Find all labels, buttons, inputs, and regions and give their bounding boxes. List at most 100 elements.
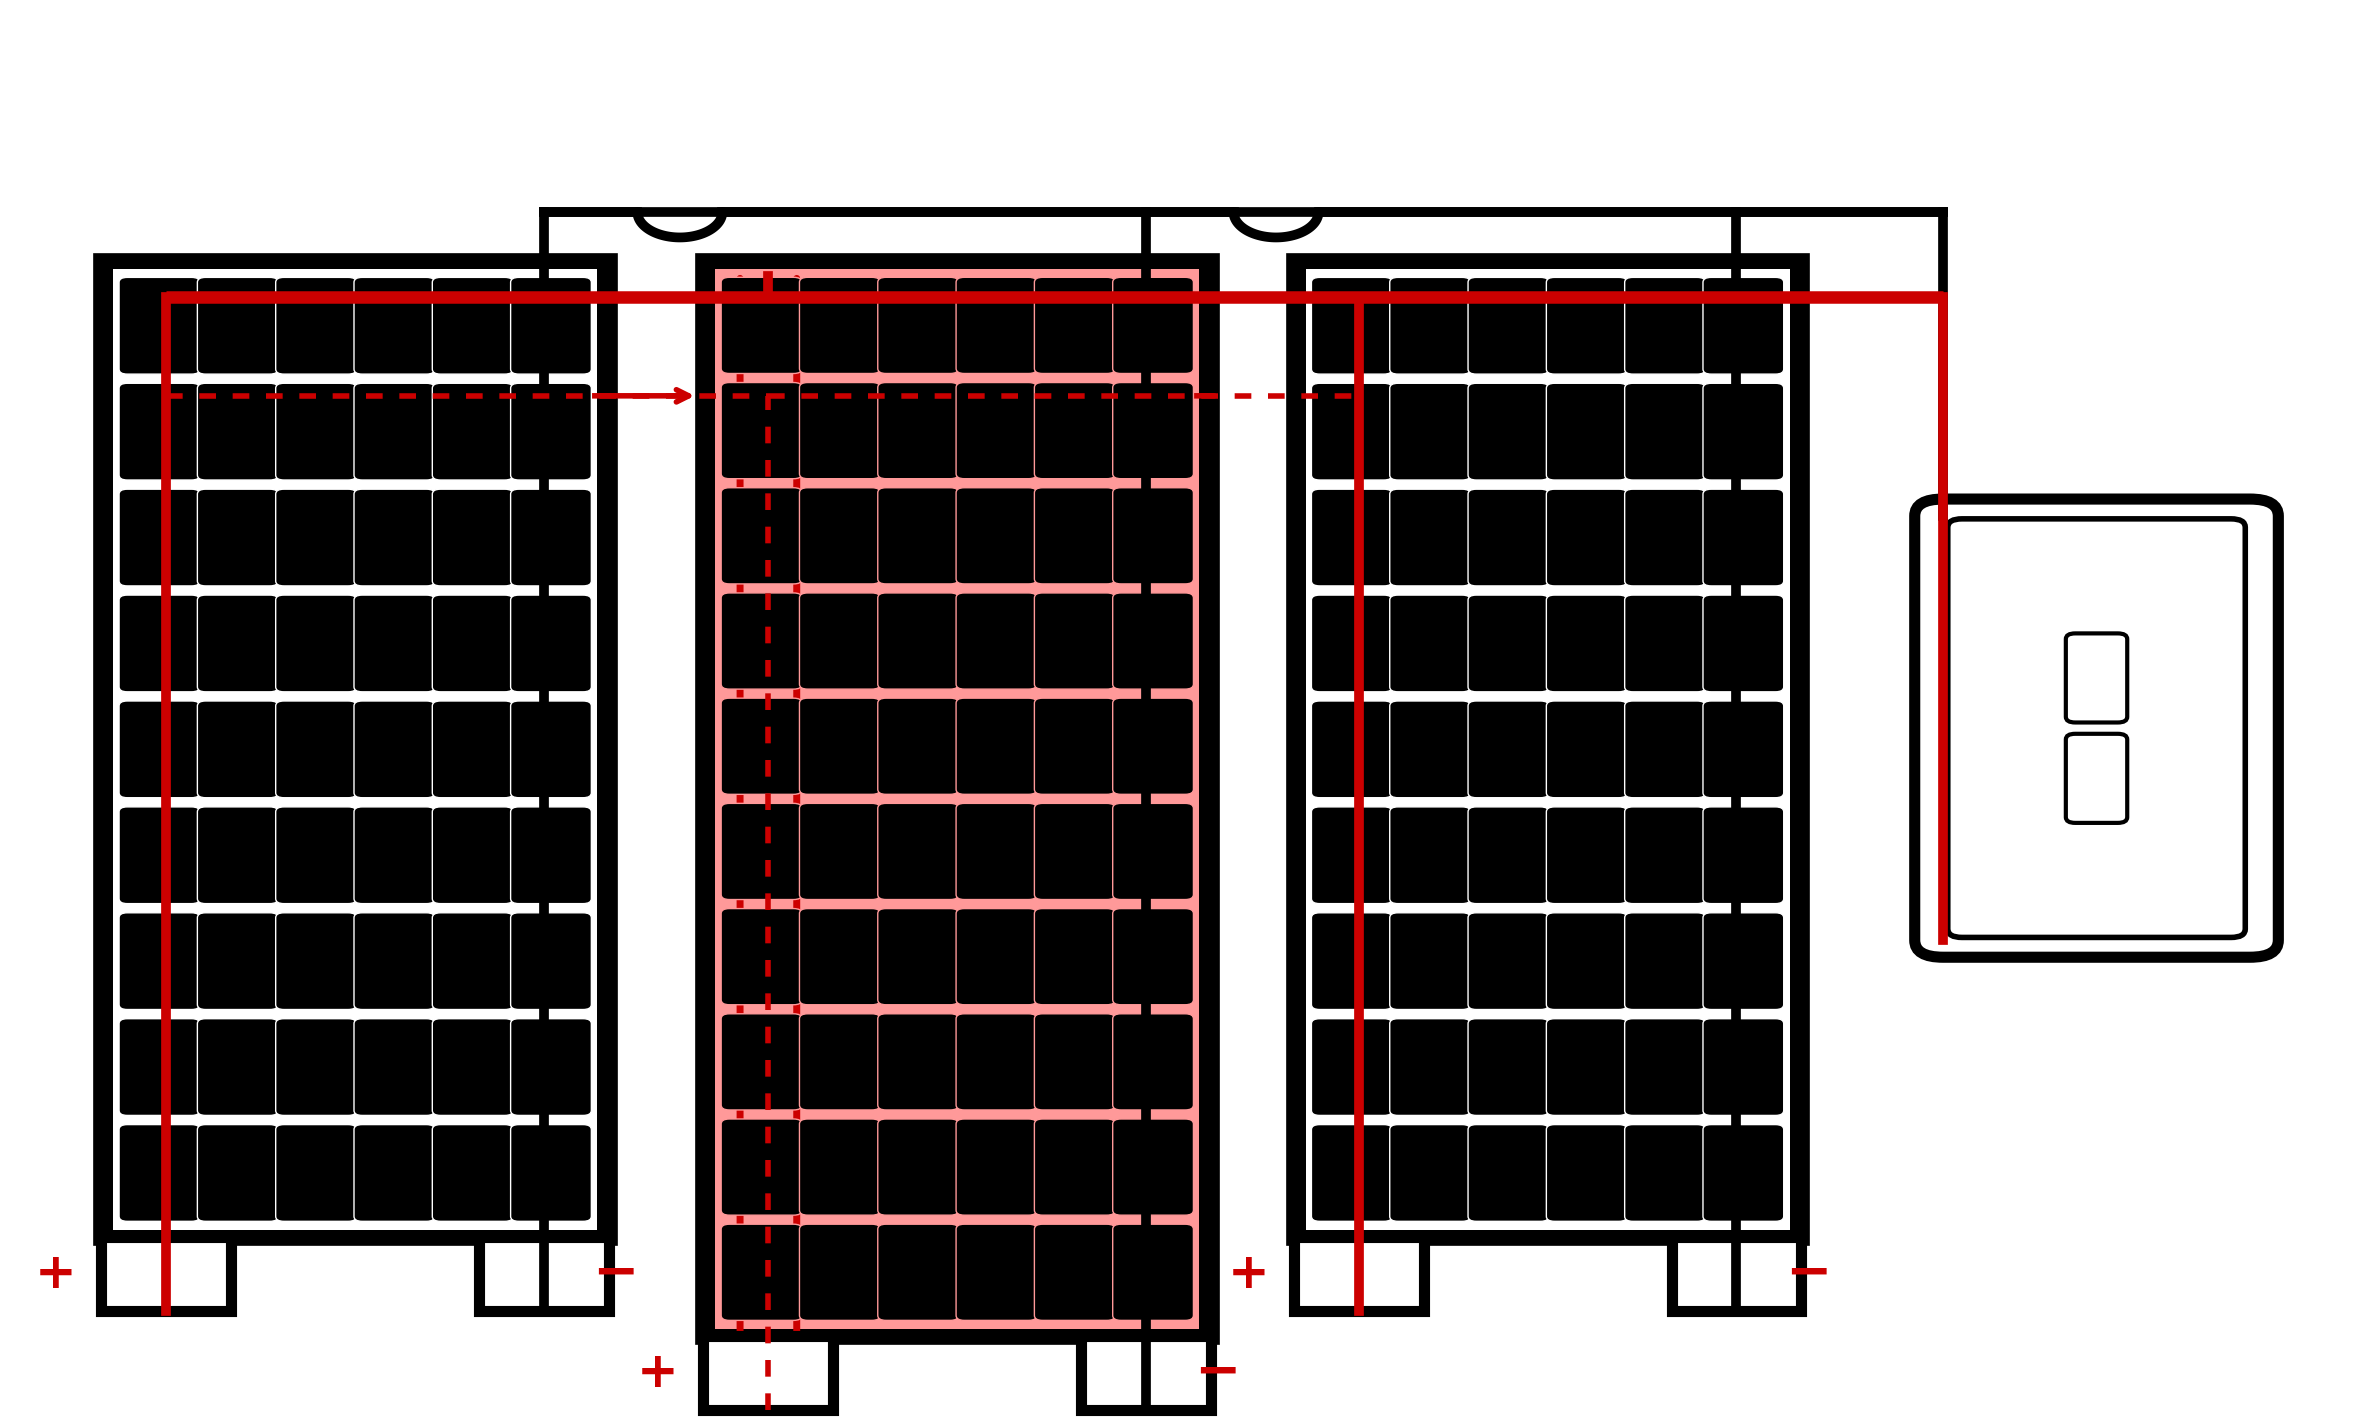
FancyBboxPatch shape [1546,277,1627,374]
FancyBboxPatch shape [957,277,1038,374]
Text: +: + [1228,1250,1268,1298]
FancyBboxPatch shape [511,701,591,798]
FancyBboxPatch shape [1546,701,1627,798]
FancyBboxPatch shape [703,261,1211,1337]
FancyBboxPatch shape [119,383,200,480]
FancyBboxPatch shape [1914,498,2278,957]
FancyBboxPatch shape [1389,912,1470,1010]
FancyBboxPatch shape [1294,261,1800,1237]
FancyBboxPatch shape [102,1237,230,1311]
FancyBboxPatch shape [800,698,881,794]
FancyBboxPatch shape [957,698,1038,794]
FancyBboxPatch shape [1625,1125,1705,1221]
Text: −: − [591,1247,639,1301]
FancyBboxPatch shape [1389,701,1470,798]
FancyBboxPatch shape [432,701,513,798]
FancyBboxPatch shape [957,593,1038,690]
FancyBboxPatch shape [1036,593,1116,690]
FancyBboxPatch shape [197,383,278,480]
FancyBboxPatch shape [432,1018,513,1115]
FancyBboxPatch shape [197,490,278,585]
FancyBboxPatch shape [722,908,803,1005]
FancyBboxPatch shape [1389,277,1470,374]
FancyBboxPatch shape [197,807,278,904]
FancyBboxPatch shape [1114,698,1195,794]
FancyBboxPatch shape [1468,277,1548,374]
FancyBboxPatch shape [1311,701,1392,798]
FancyBboxPatch shape [1389,595,1470,691]
FancyBboxPatch shape [1468,383,1548,480]
FancyBboxPatch shape [1036,1014,1116,1110]
FancyBboxPatch shape [354,807,435,904]
FancyBboxPatch shape [1311,490,1392,585]
Text: +: + [36,1250,76,1298]
FancyBboxPatch shape [879,804,960,900]
FancyBboxPatch shape [1703,277,1784,374]
FancyBboxPatch shape [276,807,356,904]
FancyBboxPatch shape [1546,807,1627,904]
FancyBboxPatch shape [1311,595,1392,691]
Text: −: − [1195,1347,1240,1399]
FancyBboxPatch shape [276,490,356,585]
FancyBboxPatch shape [119,912,200,1010]
FancyBboxPatch shape [119,277,200,374]
FancyBboxPatch shape [722,698,803,794]
FancyBboxPatch shape [957,804,1038,900]
FancyBboxPatch shape [480,1237,608,1311]
FancyBboxPatch shape [1114,277,1195,374]
FancyBboxPatch shape [1703,1125,1784,1221]
FancyBboxPatch shape [1546,1125,1627,1221]
FancyBboxPatch shape [1468,1125,1548,1221]
FancyBboxPatch shape [1114,1120,1195,1215]
FancyBboxPatch shape [1468,1018,1548,1115]
FancyBboxPatch shape [1625,490,1705,585]
FancyBboxPatch shape [1081,1337,1211,1409]
FancyBboxPatch shape [957,1224,1038,1321]
FancyBboxPatch shape [1114,383,1195,478]
FancyBboxPatch shape [1625,912,1705,1010]
FancyBboxPatch shape [276,1125,356,1221]
FancyBboxPatch shape [1703,490,1784,585]
FancyBboxPatch shape [800,1224,881,1321]
FancyBboxPatch shape [432,1125,513,1221]
FancyBboxPatch shape [1468,807,1548,904]
FancyBboxPatch shape [1947,518,2244,937]
FancyBboxPatch shape [1036,1224,1116,1321]
FancyBboxPatch shape [1114,908,1195,1005]
FancyBboxPatch shape [1468,701,1548,798]
FancyBboxPatch shape [511,1018,591,1115]
Text: +: + [636,1349,679,1397]
FancyBboxPatch shape [276,1018,356,1115]
FancyBboxPatch shape [1546,912,1627,1010]
FancyBboxPatch shape [354,490,435,585]
FancyBboxPatch shape [511,807,591,904]
FancyBboxPatch shape [1546,595,1627,691]
FancyBboxPatch shape [1311,1125,1392,1221]
FancyBboxPatch shape [1672,1237,1800,1311]
FancyBboxPatch shape [1468,490,1548,585]
FancyBboxPatch shape [1114,1224,1195,1321]
FancyBboxPatch shape [879,908,960,1005]
FancyBboxPatch shape [1036,383,1116,478]
FancyBboxPatch shape [1311,383,1392,480]
FancyBboxPatch shape [432,595,513,691]
FancyBboxPatch shape [197,701,278,798]
FancyBboxPatch shape [1114,593,1195,690]
FancyBboxPatch shape [1703,383,1784,480]
FancyBboxPatch shape [511,1125,591,1221]
FancyBboxPatch shape [432,912,513,1010]
FancyBboxPatch shape [1311,277,1392,374]
FancyBboxPatch shape [1036,804,1116,900]
FancyBboxPatch shape [1311,1018,1392,1115]
FancyBboxPatch shape [1546,490,1627,585]
FancyBboxPatch shape [511,912,591,1010]
FancyBboxPatch shape [1114,488,1195,584]
FancyBboxPatch shape [114,268,596,1230]
FancyBboxPatch shape [1114,1014,1195,1110]
FancyBboxPatch shape [1389,490,1470,585]
FancyBboxPatch shape [1468,912,1548,1010]
FancyBboxPatch shape [722,383,803,478]
FancyBboxPatch shape [1703,912,1784,1010]
FancyBboxPatch shape [511,490,591,585]
FancyBboxPatch shape [1625,383,1705,480]
